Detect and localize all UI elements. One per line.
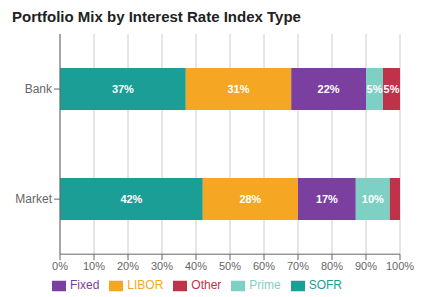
svg-text:5%: 5% <box>367 83 383 95</box>
svg-text:90%: 90% <box>355 260 377 272</box>
svg-text:37%: 37% <box>112 83 134 95</box>
svg-text:50%: 50% <box>219 260 241 272</box>
svg-text:100%: 100% <box>386 260 414 272</box>
svg-text:70%: 70% <box>287 260 309 272</box>
html-text:Prime: Prime <box>249 278 281 293</box>
html-text:Fixed: Fixed <box>70 278 100 293</box>
html-text:Other: Other <box>191 278 222 293</box>
svg-text:Market: Market <box>15 192 52 206</box>
svg-text:5%: 5% <box>384 83 400 95</box>
svg-text:10%: 10% <box>83 260 105 272</box>
svg-text:20%: 20% <box>117 260 139 272</box>
svg-text:30%: 30% <box>151 260 173 272</box>
svg-text:17%: 17% <box>316 193 338 205</box>
svg-text:10%: 10% <box>362 193 384 205</box>
svg-text:31%: 31% <box>227 83 249 95</box>
svg-text:42%: 42% <box>120 193 142 205</box>
html-text:SOFR: SOFR <box>308 278 342 293</box>
svg-text:22%: 22% <box>318 83 340 95</box>
svg-text:60%: 60% <box>253 260 275 272</box>
svg-text:Bank: Bank <box>25 82 53 96</box>
html-text:LIBOR: LIBOR <box>127 278 164 293</box>
svg-text:28%: 28% <box>239 193 261 205</box>
svg-text:40%: 40% <box>185 260 207 272</box>
svg-text:0%: 0% <box>52 260 68 272</box>
svg-text:80%: 80% <box>321 260 343 272</box>
html-text:Portfolio Mix by Interest Rate: Portfolio Mix by Interest Rate Index Typ… <box>12 8 301 25</box>
